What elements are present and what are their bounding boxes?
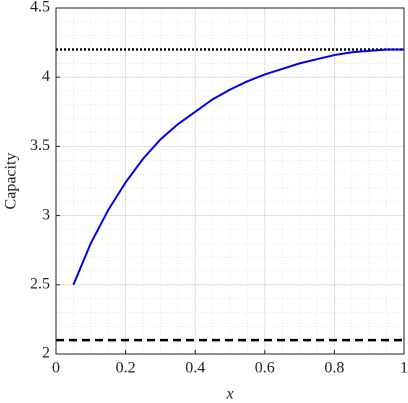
- x-tick-label: 0.2: [116, 360, 136, 377]
- x-tick-label: 0.4: [185, 360, 205, 377]
- y-tick-label: 3.5: [30, 137, 50, 154]
- x-tick-label: 1: [400, 360, 408, 377]
- x-tick-label: 0.8: [324, 360, 344, 377]
- plot-frame: [55, 7, 405, 355]
- y-tick-label: 3: [42, 206, 50, 223]
- x-tick-label: 0.6: [255, 360, 275, 377]
- y-tick-label: 2.5: [30, 275, 50, 292]
- x-tick-label: 0: [52, 360, 60, 377]
- x-axis-label: x: [225, 386, 233, 403]
- line-series: [72, 48, 404, 286]
- y-tick-label: 4: [42, 68, 50, 85]
- y-axis-label: Capacity: [3, 153, 20, 210]
- y-tick-label: 4.5: [30, 0, 50, 16]
- y-tick-label: 2: [42, 345, 50, 362]
